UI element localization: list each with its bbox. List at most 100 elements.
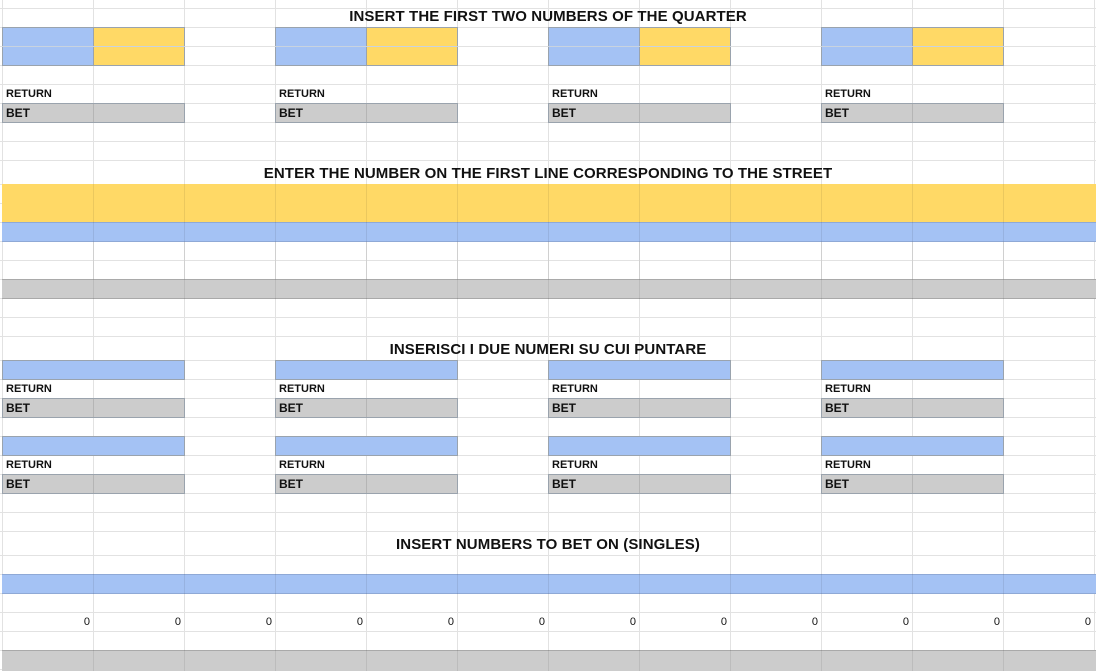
cell-divider <box>912 399 913 417</box>
cell-divider <box>548 46 731 47</box>
cell-divider <box>821 184 822 299</box>
gridline <box>0 531 1096 532</box>
street-numbers-row[interactable] <box>2 222 1096 242</box>
return-label: RETURN <box>825 383 871 395</box>
cell-divider <box>1003 574 1004 594</box>
gridline <box>0 160 1096 161</box>
split-input[interactable] <box>548 436 731 456</box>
gridline <box>0 612 1096 613</box>
cell-divider <box>639 184 640 299</box>
bet-label: BET <box>6 401 30 415</box>
cell-divider <box>821 574 822 594</box>
gridline <box>1003 0 1004 671</box>
gridline <box>93 0 94 671</box>
gridline <box>0 8 1096 9</box>
cell-divider <box>821 650 822 671</box>
return-label: RETURN <box>825 88 871 100</box>
bet-label: BET <box>279 401 303 415</box>
split-input[interactable] <box>2 360 185 380</box>
single-return-value: 0 <box>174 616 181 628</box>
singles-bet-row[interactable] <box>2 650 1096 671</box>
bet-label: BET <box>825 106 849 120</box>
single-return-value: 0 <box>538 616 545 628</box>
cell-divider <box>366 475 367 493</box>
cell-divider <box>639 650 640 671</box>
cell-divider <box>184 184 185 299</box>
cell-divider <box>457 574 458 594</box>
cell-divider <box>275 650 276 671</box>
split-input[interactable] <box>275 436 458 456</box>
cell-divider <box>730 650 731 671</box>
split-input[interactable] <box>548 360 731 380</box>
section-title-singles: INSERT NUMBERS TO BET ON (SINGLES) <box>396 536 700 553</box>
single-return-value: 0 <box>993 616 1000 628</box>
street-bet-row[interactable] <box>2 279 1096 299</box>
gridline <box>821 0 822 671</box>
gridline <box>639 0 640 671</box>
cell-divider <box>275 574 276 594</box>
cell-divider <box>184 574 185 594</box>
cell-divider <box>275 184 276 299</box>
cell-divider <box>730 184 731 299</box>
street-input-row[interactable] <box>2 184 1096 222</box>
return-label: RETURN <box>6 459 52 471</box>
bet-label: BET <box>6 477 30 491</box>
gridline <box>0 336 1096 337</box>
cell-divider <box>548 574 549 594</box>
gridline <box>0 512 1096 513</box>
gridline <box>912 0 913 671</box>
cell-divider <box>366 650 367 671</box>
split-input[interactable] <box>821 360 1004 380</box>
single-return-value: 0 <box>1084 616 1091 628</box>
bet-label: BET <box>552 477 576 491</box>
single-return-value: 0 <box>265 616 272 628</box>
bet-label: BET <box>279 477 303 491</box>
single-return-value: 0 <box>720 616 727 628</box>
return-label: RETURN <box>279 459 325 471</box>
cell-divider <box>912 104 913 122</box>
gridline <box>2 0 3 671</box>
gridline <box>366 0 367 671</box>
gridline <box>0 317 1096 318</box>
single-return-value: 0 <box>447 616 454 628</box>
return-label: RETURN <box>552 88 598 100</box>
gridline <box>275 0 276 671</box>
single-return-value: 0 <box>629 616 636 628</box>
gridline <box>0 555 1096 556</box>
cell-divider <box>457 184 458 299</box>
single-return-value: 0 <box>356 616 363 628</box>
cell-divider <box>275 46 458 47</box>
gridline <box>457 0 458 671</box>
cell-divider <box>639 574 640 594</box>
split-input[interactable] <box>2 436 185 456</box>
cell-divider <box>1003 184 1004 299</box>
cell-divider <box>93 650 94 671</box>
gridline <box>0 141 1096 142</box>
section-title-street: ENTER THE NUMBER ON THE FIRST LINE CORRE… <box>263 165 833 182</box>
bet-label: BET <box>6 106 30 120</box>
cell-divider <box>912 184 913 299</box>
singles-input-row[interactable] <box>2 574 1096 594</box>
cell-divider <box>912 475 913 493</box>
section-title-quarter: INSERT THE FIRST TWO NUMBERS OF THE QUAR… <box>349 8 747 25</box>
return-label: RETURN <box>279 383 325 395</box>
cell-divider <box>366 574 367 594</box>
return-label: RETURN <box>279 88 325 100</box>
cell-divider <box>2 46 185 47</box>
return-label: RETURN <box>552 383 598 395</box>
single-return-value: 0 <box>902 616 909 628</box>
return-label: RETURN <box>825 459 871 471</box>
cell-divider <box>639 104 640 122</box>
bet-label: BET <box>825 401 849 415</box>
cell-divider <box>639 399 640 417</box>
cell-divider <box>548 184 549 299</box>
return-label: RETURN <box>6 383 52 395</box>
cell-divider <box>1003 650 1004 671</box>
gridline <box>184 0 185 671</box>
cell-divider <box>93 574 94 594</box>
split-input[interactable] <box>821 436 1004 456</box>
cell-divider <box>821 46 1004 47</box>
cell-divider <box>457 650 458 671</box>
split-input[interactable] <box>275 360 458 380</box>
